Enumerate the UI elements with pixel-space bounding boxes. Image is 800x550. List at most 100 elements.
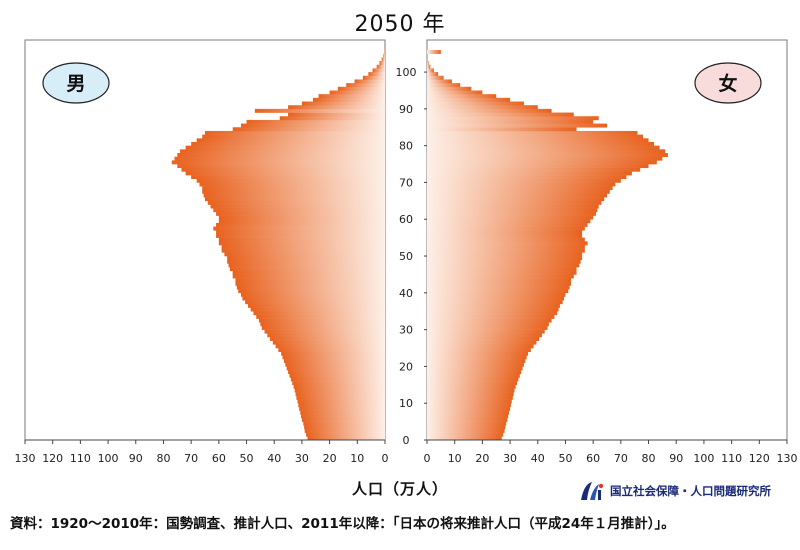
- male-bar-age-46: [229, 267, 385, 272]
- female-bar-age-15: [427, 381, 517, 386]
- source-note: 資料：1920～2010年：国勢調査、推計人口、2011年以降：「日本の将来推計…: [10, 516, 675, 532]
- y-tick-labels: 0 10 20 30 40 50 60 70 80 90 100: [396, 66, 417, 447]
- male-bar-age-102: [379, 61, 385, 66]
- female-bar-age-73: [427, 167, 641, 172]
- female-bar-age-103: [427, 57, 428, 62]
- male-badge-label: 男: [66, 73, 85, 95]
- female-x-tick-label-40: 40: [531, 452, 545, 465]
- male-bar-age-93: [318, 94, 385, 99]
- male-bar-age-68: [202, 186, 385, 191]
- female-x-tick-label-20: 20: [475, 452, 489, 465]
- male-bar-age-25: [275, 344, 385, 349]
- male-bar-age-99: [368, 72, 385, 77]
- female-bar-age-41: [427, 285, 570, 290]
- male-bar-age-17: [289, 373, 385, 378]
- female-bar-age-86: [427, 119, 594, 124]
- male-bar-age-40: [238, 289, 385, 294]
- male-bar-age-31: [260, 322, 385, 327]
- female-x-tick-label-130: 130: [777, 452, 798, 465]
- male-bar-age-16: [290, 377, 385, 382]
- male-x-tick-label-60: 60: [212, 452, 226, 465]
- male-bar-age-35: [250, 307, 385, 312]
- male-x-tick-label-0: 0: [382, 452, 389, 465]
- female-bar-age-56: [427, 230, 583, 235]
- male-bar-age-95: [337, 86, 385, 91]
- male-x-tick-label-120: 120: [42, 452, 63, 465]
- female-bar-age-65: [427, 197, 605, 202]
- female-bar-age-71: [427, 175, 627, 180]
- male-bar-age-0: [307, 436, 385, 440]
- male-bar-age-91: [301, 101, 385, 106]
- male-bar-age-14: [293, 384, 385, 389]
- female-bar-age-55: [427, 233, 583, 238]
- male-bar-age-83: [205, 130, 385, 135]
- female-bar-age-68: [427, 186, 613, 191]
- female-bar-age-14: [427, 384, 516, 389]
- female-bar-age-19: [427, 366, 523, 371]
- male-bar-age-18: [288, 370, 385, 375]
- female-bar-age-40: [427, 289, 569, 294]
- male-bar-age-23: [281, 351, 385, 356]
- female-bar-age-46: [427, 267, 577, 272]
- logo-text: 国立社会保障・人口問題研究所: [610, 484, 771, 498]
- female-x-tick-label-0: 0: [424, 452, 431, 465]
- male-x-tick-label-30: 30: [295, 452, 309, 465]
- male-bar-age-42: [235, 281, 385, 286]
- female-bar-age-32: [427, 318, 552, 323]
- male-badge: [42, 62, 110, 104]
- female-bar-age-33: [427, 314, 555, 319]
- female-bar-age-70: [427, 178, 621, 183]
- female-bar-age-21: [427, 359, 526, 364]
- male-bar-age-60: [218, 215, 385, 220]
- ipss-logo-icon: [581, 482, 604, 500]
- female-bar-age-79: [427, 145, 660, 150]
- female-bar-age-62: [427, 208, 598, 213]
- male-bars: [171, 50, 385, 440]
- female-bar-age-35: [427, 307, 559, 312]
- female-bar-age-0: [427, 436, 502, 440]
- male-bar-age-82: [202, 134, 385, 139]
- male-bar-age-24: [278, 348, 385, 352]
- x-tick-labels: 0 0 10 10 20 20 30 30 40 40 50 50 60 60 70 70 80 80 90 90 10…: [15, 452, 798, 465]
- x-axis-label: 人口（万人）: [351, 480, 448, 498]
- male-bar-age-94: [329, 90, 385, 95]
- male-bar-age-2: [304, 428, 385, 433]
- male-x-tick-label-100: 100: [98, 452, 119, 465]
- female-bar-age-77: [427, 153, 668, 157]
- female-bar-age-45: [427, 270, 577, 275]
- y-tick-label-100: 100: [396, 66, 417, 79]
- male-bar-age-67: [202, 189, 385, 194]
- male-bar-age-88: [288, 112, 385, 117]
- male-bar-age-66: [203, 193, 385, 198]
- female-bar-age-83: [427, 130, 638, 135]
- male-bar-age-28: [267, 333, 385, 338]
- y-tick-label-50: 50: [399, 250, 413, 263]
- male-bar-age-47: [228, 263, 385, 268]
- female-bar-age-97: [427, 79, 452, 84]
- male-bar-age-104: [383, 53, 385, 58]
- female-bar-age-58: [427, 222, 588, 227]
- female-bar-age-93: [427, 94, 497, 99]
- male-bar-age-61: [216, 211, 385, 216]
- female-bar-age-88: [427, 112, 574, 117]
- female-bar-age-18: [427, 370, 522, 375]
- ipss-logo: 国立社会保障・人口問題研究所: [578, 478, 771, 504]
- female-bar-age-26: [427, 340, 537, 345]
- female-bar-age-64: [427, 200, 602, 205]
- female-bar-age-60: [427, 215, 594, 220]
- female-bar-age-100: [427, 68, 434, 73]
- male-bar-age-45: [232, 270, 385, 275]
- female-bar-age-95: [427, 86, 472, 91]
- male-bar-age-101: [376, 64, 385, 69]
- female-bar-age-54: [427, 237, 585, 242]
- female-bar-age-28: [427, 333, 542, 338]
- male-x-tick-label-10: 10: [350, 452, 364, 465]
- male-bar-age-54: [218, 237, 385, 242]
- male-bar-age-89: [254, 108, 385, 113]
- female-bar-age-82: [427, 134, 643, 139]
- female-bar-age-37: [427, 300, 563, 305]
- male-bar-age-86: [246, 119, 385, 124]
- male-bar-age-4: [303, 421, 385, 426]
- female-bar-age-49: [427, 256, 583, 261]
- male-bar-age-100: [372, 68, 385, 73]
